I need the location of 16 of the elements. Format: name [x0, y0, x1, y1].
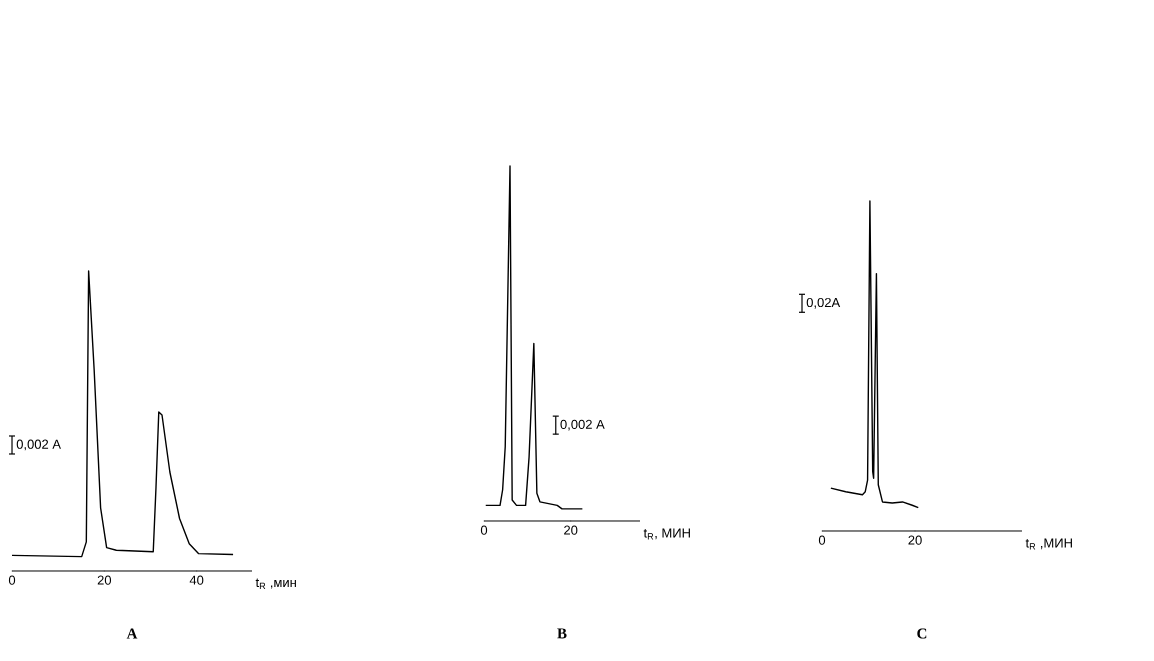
- text: B: [557, 628, 567, 639]
- x-tick-label: 0: [818, 535, 826, 545]
- annotation: 0,002 A: [560, 419, 605, 431]
- text: C: [917, 628, 927, 639]
- x-tick-label: 0: [8, 575, 16, 585]
- x-tick-label: 40: [189, 575, 204, 585]
- x-axis-title: t$_{R}$, МИН: [643, 528, 690, 540]
- text: A: [126, 628, 138, 639]
- x-tick-label: 0: [480, 525, 488, 535]
- x-tick-label: 20: [908, 535, 922, 545]
- x-axis-title: t$_{R}$ ,МИН: [1025, 538, 1072, 550]
- x-tick-label: 20: [97, 575, 112, 585]
- annotation: 0,02A: [806, 297, 841, 309]
- annotation: 0,002 A: [16, 439, 61, 451]
- x-tick-label: 20: [564, 525, 578, 535]
- x-axis-title: t$_{R}$ ,мин: [255, 578, 296, 590]
